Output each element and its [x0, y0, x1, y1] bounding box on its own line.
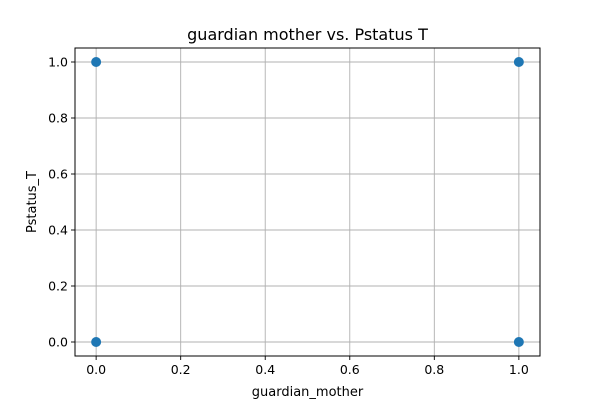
y-tick-label: 1.0: [48, 55, 68, 70]
data-points: [91, 57, 524, 347]
x-tick-label: 1.0: [509, 362, 529, 377]
x-tick-label: 0.6: [340, 362, 360, 377]
x-axis-ticks: 0.0 0.2 0.4 0.6 0.8 1.0: [86, 356, 529, 377]
x-tick-label: 0.2: [171, 362, 191, 377]
y-axis-label: Pstatus_T: [25, 171, 40, 233]
scatter-point: [91, 57, 102, 67]
grid-lines: [75, 48, 540, 356]
x-axis-label: guardian_mother: [252, 385, 364, 400]
x-tick-label: 0.4: [255, 362, 275, 377]
plot-area-frame: [74, 47, 541, 357]
x-tick-label: 0.0: [86, 362, 106, 377]
y-tick-label: 0.0: [48, 335, 68, 350]
y-tick-label: 0.2: [48, 279, 68, 294]
x-tick-label: 0.8: [424, 362, 444, 377]
y-tick-label: 0.4: [48, 223, 68, 238]
y-axis-ticks: 0.0 0.2 0.4 0.6 0.8 1.0: [48, 55, 75, 350]
scatter-point: [91, 337, 102, 347]
scatter-point: [513, 57, 524, 67]
y-tick-label: 0.6: [48, 167, 68, 182]
scatter-point: [513, 337, 524, 347]
chart-title: guardian mother vs. Pstatus T: [187, 25, 428, 44]
y-tick-label: 0.8: [48, 111, 68, 126]
